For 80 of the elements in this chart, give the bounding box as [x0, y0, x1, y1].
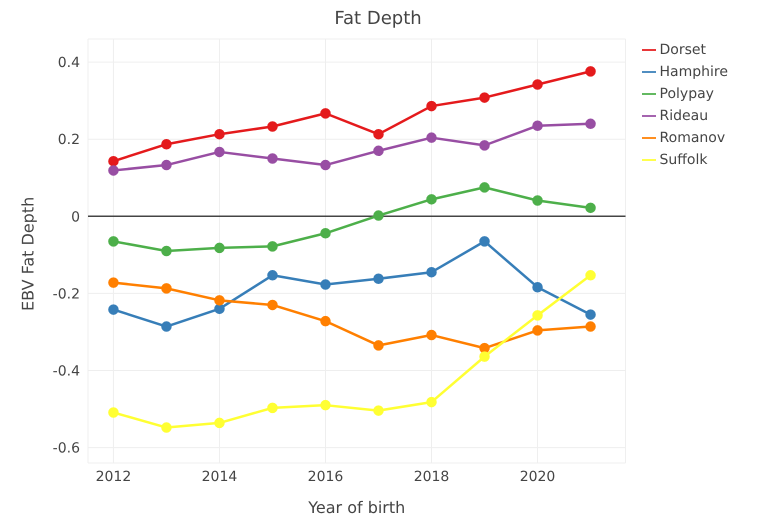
point — [585, 321, 596, 332]
point — [479, 236, 490, 247]
y-tick-label: -0.6 — [52, 440, 80, 457]
point — [161, 160, 172, 170]
point — [108, 277, 119, 288]
point — [532, 120, 543, 131]
y-tick-label: -0.2 — [52, 286, 80, 302]
point — [426, 330, 437, 340]
point — [320, 316, 331, 326]
point — [108, 156, 119, 166]
point — [373, 146, 384, 156]
y-tick-label: 0.2 — [58, 132, 80, 148]
point — [479, 92, 490, 103]
legend-label: Romanov — [660, 130, 726, 146]
point — [585, 66, 596, 77]
legend-label: Polypay — [660, 86, 714, 102]
chart-title: Fat Depth — [333, 8, 423, 31]
point — [373, 210, 384, 221]
x-axis-title: Year of birth — [307, 498, 406, 517]
point — [479, 140, 490, 151]
point — [214, 146, 225, 158]
y-tick-label: 0 — [71, 209, 80, 226]
point — [373, 274, 384, 284]
legend-label: Rideau — [660, 108, 708, 124]
point — [214, 242, 225, 254]
point — [373, 128, 384, 140]
point — [267, 121, 278, 132]
point — [108, 165, 119, 176]
point — [532, 282, 543, 292]
point — [108, 304, 119, 315]
point — [585, 309, 596, 320]
y-tick-label: 0.4 — [58, 55, 80, 72]
point — [532, 310, 543, 321]
point — [426, 194, 437, 205]
y-axis-title: EBV Fat Depth — [18, 196, 38, 311]
x-tick-label: 2012 — [96, 468, 132, 485]
point — [214, 295, 225, 306]
point — [532, 79, 543, 90]
point — [161, 138, 172, 150]
point — [214, 304, 225, 314]
point — [585, 202, 596, 214]
point — [161, 321, 172, 332]
point — [267, 270, 278, 281]
point — [373, 340, 384, 351]
point — [267, 153, 278, 164]
point — [267, 241, 278, 252]
point — [108, 236, 119, 247]
point — [267, 300, 278, 310]
point — [214, 418, 225, 428]
point — [585, 118, 596, 130]
point — [479, 342, 490, 354]
point — [479, 182, 490, 193]
x-tick-label: 2020 — [520, 468, 556, 485]
point — [320, 108, 331, 119]
point — [532, 195, 543, 206]
legend-label: Dorset — [660, 42, 706, 58]
point — [108, 407, 119, 418]
legend-label: Hamphire — [660, 64, 728, 80]
point — [426, 396, 437, 408]
point — [320, 279, 331, 290]
y-tick-label: -0.4 — [52, 363, 80, 380]
point — [214, 128, 225, 140]
point — [161, 283, 172, 294]
point — [426, 100, 437, 112]
point — [161, 246, 172, 256]
point — [532, 325, 543, 336]
point — [267, 402, 278, 414]
x-tick-label: 2016 — [308, 468, 344, 485]
point — [320, 160, 331, 170]
point — [161, 422, 172, 433]
point — [373, 405, 384, 416]
x-tick-label: 2014 — [202, 468, 238, 485]
point — [426, 132, 437, 143]
point — [426, 266, 437, 278]
point — [320, 228, 331, 239]
x-tick-label: 2018 — [414, 468, 450, 485]
point — [479, 351, 490, 362]
point — [585, 270, 596, 281]
point — [320, 400, 331, 410]
legend-label: Suffolk — [660, 152, 708, 168]
